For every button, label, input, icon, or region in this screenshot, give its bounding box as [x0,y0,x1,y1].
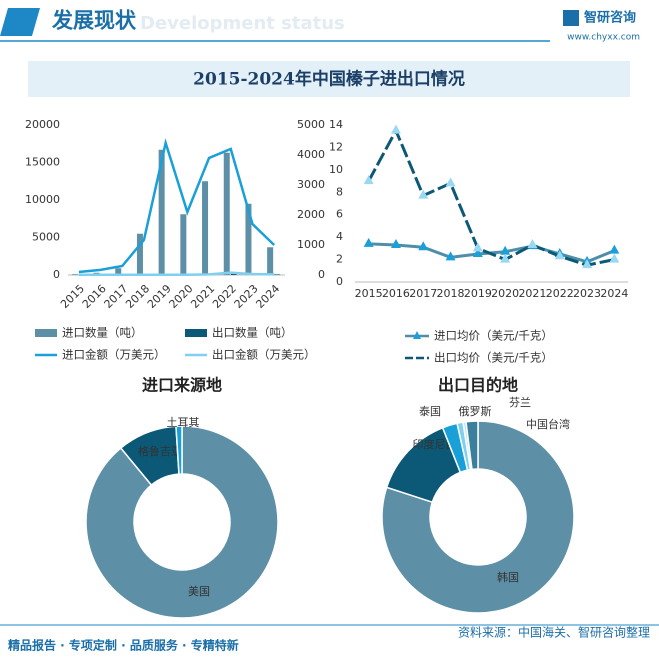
y-tick-label: 15000 [25,156,60,169]
site: www.chyxx.com [567,33,640,43]
bar [202,181,209,275]
y2-tick-label: 1000 [297,238,325,251]
marker [609,253,620,263]
bar [267,247,274,275]
footer-source: 资料来源：中国海关、智研咨询整理 [458,625,650,640]
y-tick-label: 10 [329,163,343,176]
legend-label: 进口数量（吨） [62,326,143,340]
header-title: 发展现状 [51,8,137,33]
line [367,127,615,267]
marker [472,242,483,252]
y-tick-label: 2 [336,253,343,266]
marker [363,175,374,185]
bar [71,274,78,275]
legend-swatch [185,329,207,337]
marker [500,245,511,255]
marker [500,253,511,263]
bar [223,152,230,275]
slice-label: 韩国 [497,570,519,584]
legend-label: 出口均价（美元/千克） [434,351,553,365]
y2-tick-label: 2000 [297,208,325,221]
y-tick-label: 6 [336,208,343,221]
bar [115,268,122,275]
donut-title: 出口目的地 [438,376,518,395]
marker [390,238,401,248]
x-tick-label: 2022 [546,287,574,300]
x-tick-label: 2020 [491,287,519,300]
donut-slice [465,420,479,471]
legend-label: 出口金额（万美元） [212,348,316,362]
slice-label: 土耳其 [167,416,200,429]
slice-label: 美国 [188,585,210,598]
y-tick-label: 4 [336,230,343,243]
y-tick-label: 10000 [25,193,60,206]
donut-title: 进口来源地 [142,376,222,395]
header-icon [0,8,40,36]
brand: 智研咨询 [584,10,636,26]
donut-slice [381,420,575,614]
donut-slice [85,425,279,619]
y-tick-label: 20000 [25,118,60,131]
marker [554,250,565,260]
marker [445,177,456,187]
legend-swatch [35,329,57,337]
x-tick-label: 2018 [437,287,465,300]
line [78,138,276,274]
slice-label: 格鲁吉亚 [138,444,182,458]
logo-mark [563,10,579,26]
x-tick-label: 2024 [600,287,628,300]
y2-tick-label: 3000 [297,178,325,191]
title-box [28,61,630,97]
line [78,271,275,276]
bar [180,214,187,275]
y2-tick-label: 5000 [297,118,325,131]
legend-label: 进口金额（万美元） [62,348,166,362]
x-tick-label: 2023 [573,287,601,300]
marker [527,238,538,248]
marker [609,244,620,254]
footer-left: 精品报告 · 专项定制 · 品质服务 · 专精特新 [8,638,239,653]
marker [472,247,483,257]
x-tick-label: 2021 [518,287,546,300]
x-tick-label: 2016 [382,287,410,300]
slice-label: 中国台湾 [526,417,570,431]
y2-tick-label: 4000 [297,148,325,161]
marker [445,251,456,261]
marker [418,189,429,199]
chart-title: 2015-2024年中国榛子进出口情况 [193,69,465,90]
bar [245,203,252,275]
bar [274,274,281,275]
bar [136,233,143,275]
y-tick-label: 0 [53,268,60,281]
slice-label: 俄罗斯 [459,405,492,418]
slice-label: 芬兰 [509,396,531,409]
y-tick-label: 5000 [32,231,60,244]
marker [418,241,429,251]
x-tick-label: 2015 [355,287,383,300]
legend-label: 进口均价（美元/千克） [434,329,553,343]
y2-tick-label: 0 [318,268,325,281]
y-tick-label: 8 [336,185,343,198]
y-tick-label: 14 [329,118,343,131]
y-tick-label: 0 [336,275,343,288]
legend-label: 出口数量（吨） [212,326,293,340]
donut-slice [175,425,183,475]
x-tick-label: 2017 [409,287,437,300]
marker [390,124,401,134]
x-tick-label: 2019 [464,287,492,300]
legend-marker [413,331,421,339]
marker [363,237,374,247]
header-subtitle: Development status [140,13,345,34]
marker [582,259,593,269]
slice-label: 泰国 [419,404,441,418]
bar [158,149,165,275]
y-tick-label: 12 [329,140,343,153]
